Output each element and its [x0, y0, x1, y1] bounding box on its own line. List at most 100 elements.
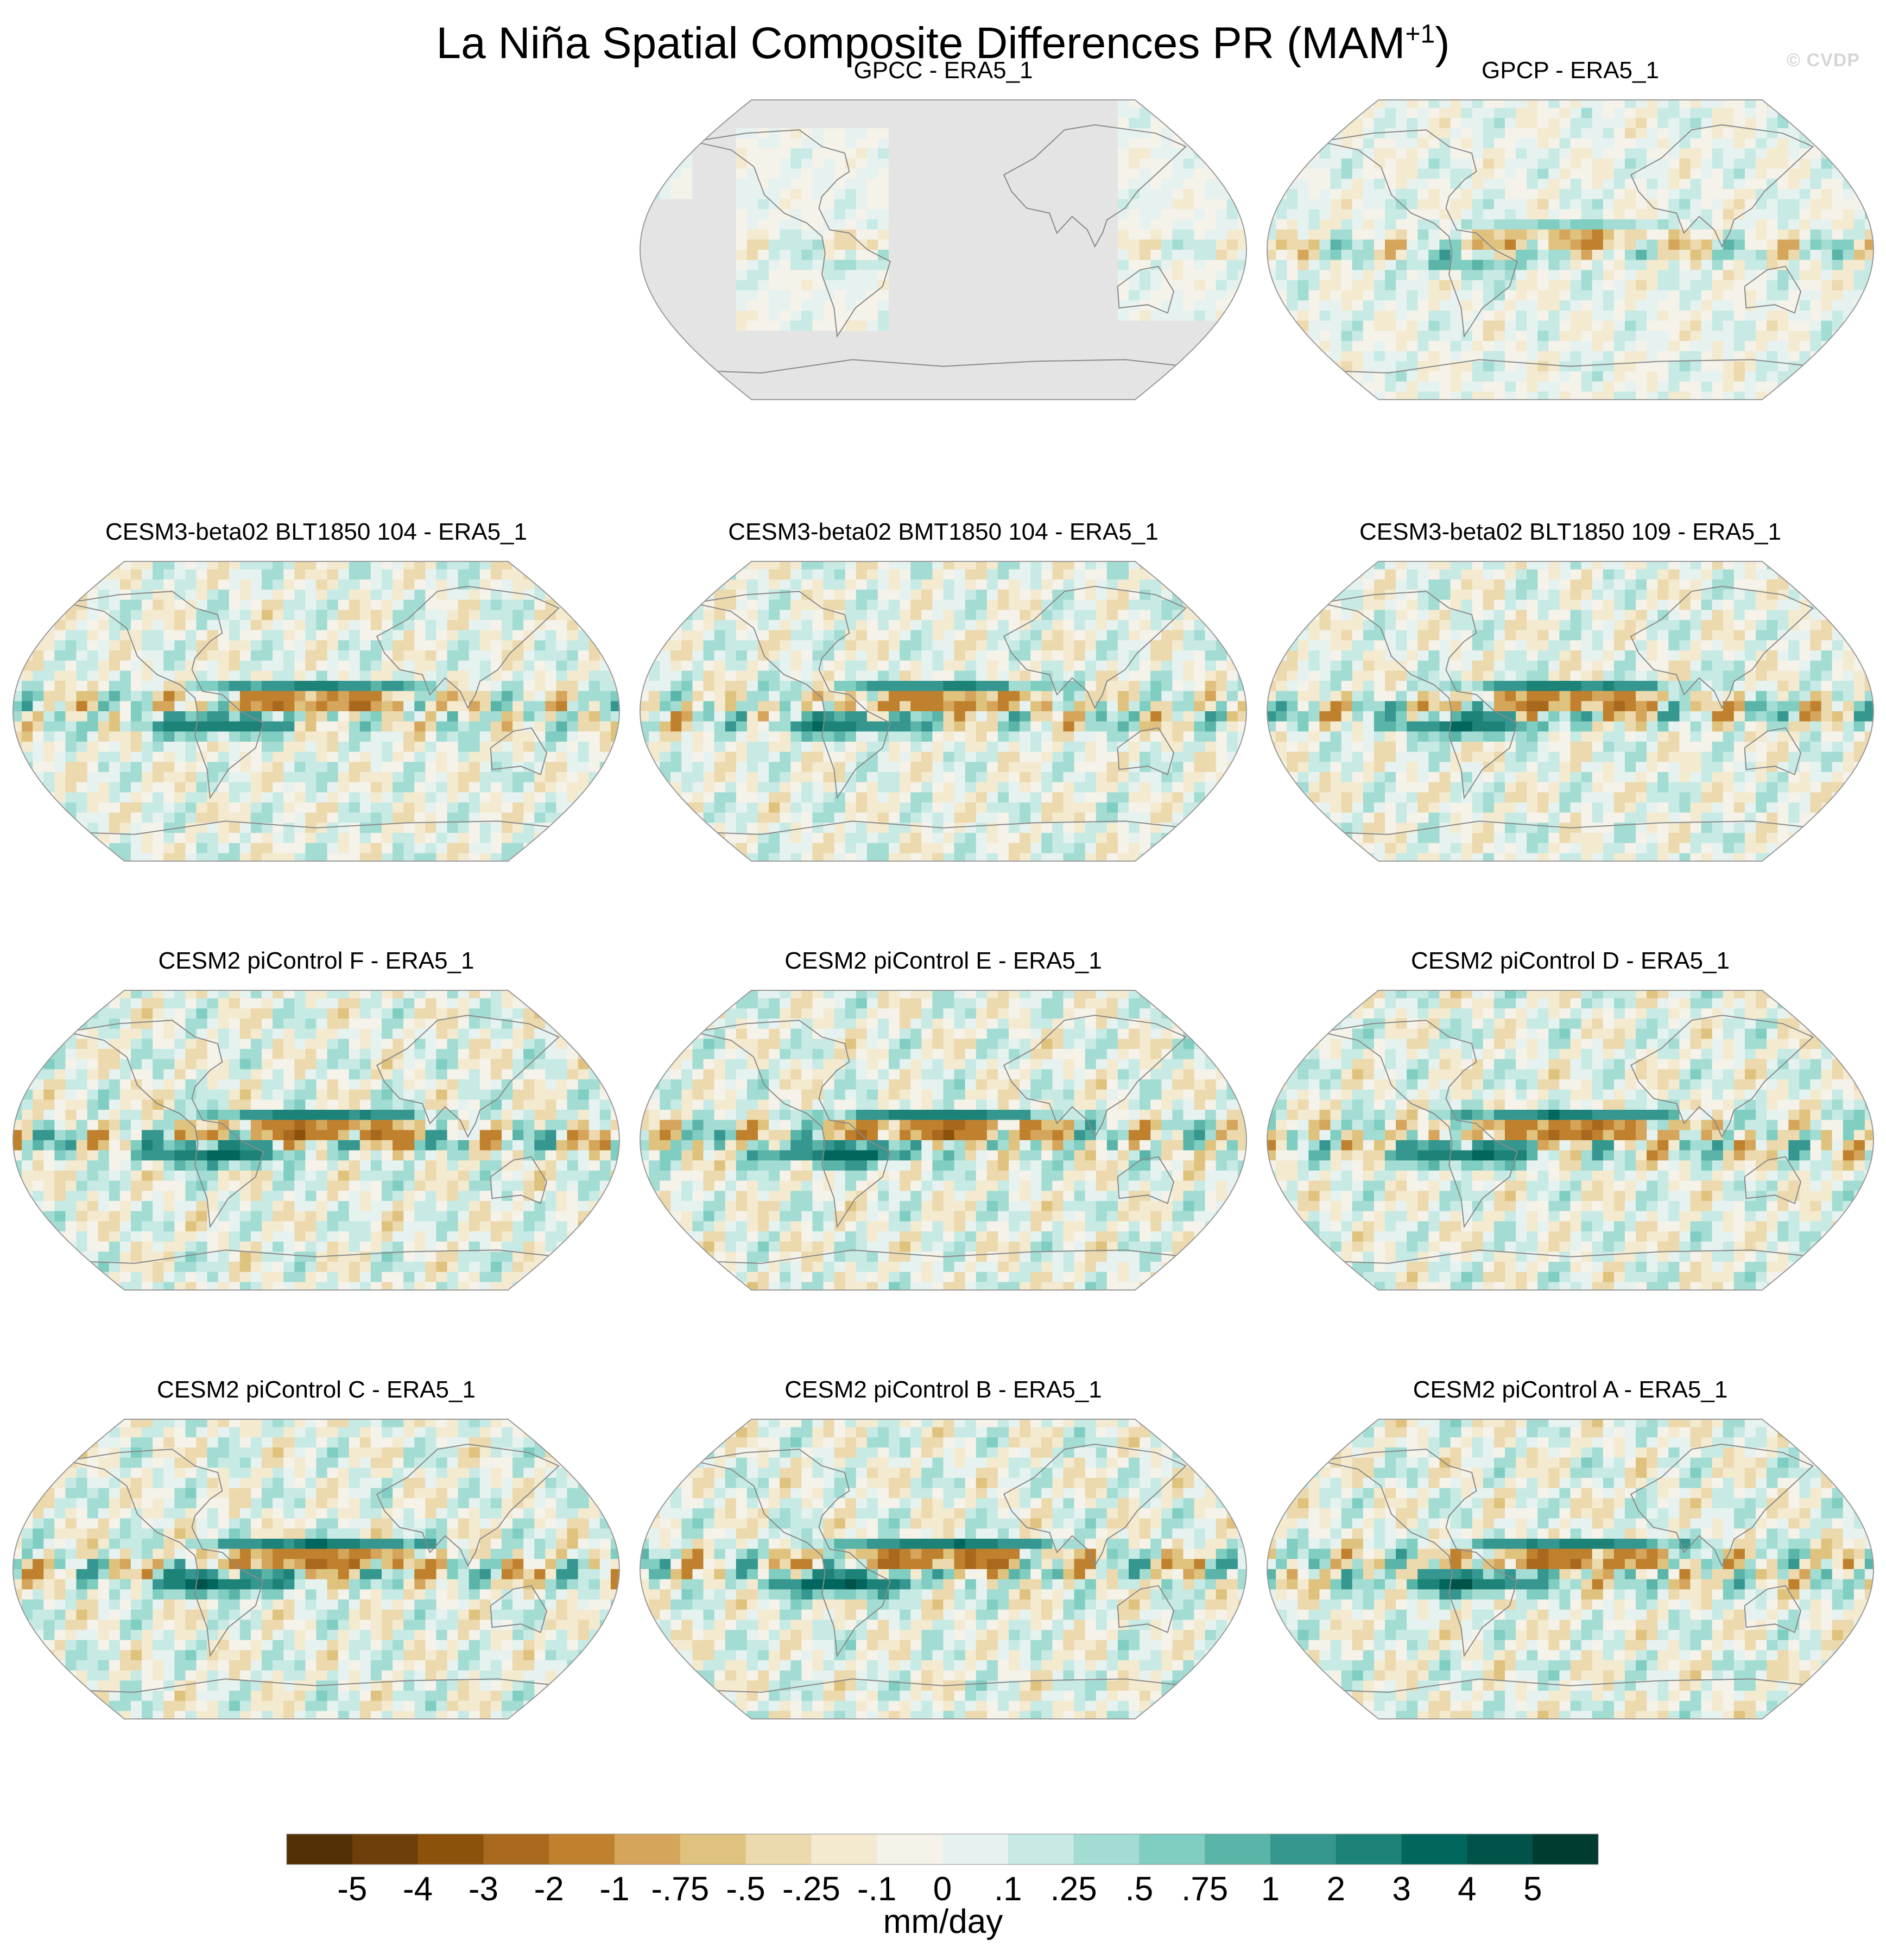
- colorbar-tick-label: -5: [337, 1870, 367, 1908]
- colorbar-tick-label: -3: [469, 1870, 498, 1908]
- panel-title: CESM2 piControl D - ERA5_1: [1411, 947, 1730, 974]
- colorbar-swatch: [1533, 1834, 1599, 1864]
- colorbar-tick-label: -1: [599, 1870, 629, 1908]
- panel-title: CESM2 piControl E - ERA5_1: [784, 947, 1102, 974]
- precip-field: [13, 561, 619, 861]
- precip-field: [1267, 561, 1874, 861]
- map-outline: [1266, 561, 1875, 862]
- colorbar-tick-label: -.25: [782, 1870, 840, 1908]
- coastline: [670, 1015, 1217, 1264]
- page-title: La Niña Spatial Composite Differences PR…: [0, 16, 1886, 71]
- colorbar-swatch: [615, 1834, 681, 1864]
- colorbar-swatch: [811, 1834, 877, 1864]
- colorbar-tick-label: -.75: [651, 1870, 709, 1908]
- map-outline: [639, 99, 1248, 400]
- colorbar-swatch: [1205, 1834, 1271, 1864]
- colorbar-tick-label: -.1: [857, 1870, 896, 1908]
- panel-title: GPCC - ERA5_1: [853, 57, 1033, 84]
- precip-field: [13, 1419, 619, 1719]
- title-superscript: +1: [1405, 20, 1435, 49]
- map-panel: [639, 990, 1248, 1291]
- coastline: [1297, 1444, 1844, 1693]
- precip-field: [640, 990, 1246, 1290]
- map-panel: [12, 990, 621, 1291]
- precip-field: [1267, 990, 1874, 1290]
- map-panel: [12, 1419, 621, 1719]
- panel-title: CESM2 piControl C - ERA5_1: [157, 1376, 476, 1403]
- colorbar-tick-label: -4: [403, 1870, 433, 1908]
- colorbar-swatch: [1139, 1834, 1205, 1864]
- map-outline: [639, 561, 1248, 862]
- panel-title: CESM3-beta02 BMT1850 104 - ERA5_1: [728, 519, 1159, 545]
- colorbar-swatch: [745, 1834, 812, 1864]
- colorbar-swatch: [877, 1834, 943, 1864]
- precip-field: [1267, 100, 1874, 400]
- colorbar-tick-label: -.5: [726, 1870, 765, 1908]
- coastline: [1297, 1015, 1844, 1264]
- precip-field: [1267, 1419, 1874, 1719]
- map-outline: [12, 1419, 621, 1719]
- colorbar-swatch: [1467, 1834, 1533, 1864]
- coastline: [670, 1444, 1217, 1693]
- panel-title: CESM2 piControl A - ERA5_1: [1413, 1376, 1728, 1403]
- map-outline: [12, 990, 621, 1291]
- panel-title: CESM3-beta02 BLT1850 109 - ERA5_1: [1359, 519, 1781, 545]
- colorbar-swatch: [549, 1834, 615, 1864]
- map-panel: [1266, 561, 1875, 862]
- map-panel: [639, 561, 1248, 862]
- colorbar-tick-label: 5: [1523, 1870, 1542, 1908]
- map-outline: [1266, 99, 1875, 400]
- precip-field: [640, 561, 1246, 861]
- colorbar-tick-label: 3: [1392, 1870, 1410, 1908]
- colorbar-tick-label: 2: [1327, 1870, 1345, 1908]
- colorbar-swatch: [1008, 1834, 1074, 1864]
- coastline: [43, 1015, 590, 1264]
- map-panel: [12, 561, 621, 862]
- colorbar-swatch: [1336, 1834, 1402, 1864]
- panel-title: CESM3-beta02 BLT1850 104 - ERA5_1: [105, 519, 527, 545]
- colorbar-tick-label: -2: [534, 1870, 564, 1908]
- coastline: [43, 1444, 590, 1693]
- panel-title: CESM2 piControl F - ERA5_1: [158, 947, 474, 974]
- colorbar-tick-label: .5: [1125, 1870, 1154, 1908]
- colorbar-swatch: [287, 1834, 353, 1864]
- colorbar-swatch: [417, 1834, 484, 1864]
- colorbar-swatch: [680, 1834, 746, 1864]
- precip-field: [640, 100, 1246, 400]
- map-outline: [639, 1419, 1248, 1719]
- colorbar-tick-label: 4: [1458, 1870, 1476, 1908]
- map-panel: [1266, 990, 1875, 1291]
- map-outline: [1266, 1419, 1875, 1719]
- coastline: [670, 586, 1217, 835]
- colorbar-swatch: [1401, 1834, 1467, 1864]
- panel-title: GPCP - ERA5_1: [1482, 57, 1659, 84]
- colorbar-tick-label: .1: [994, 1870, 1022, 1908]
- coastline: [43, 586, 590, 835]
- cvdp-watermark: © CVDP: [1787, 50, 1860, 71]
- colorbar-swatch: [942, 1834, 1009, 1864]
- colorbar-frame: [286, 1833, 1599, 1865]
- panel-title: CESM2 piControl B - ERA5_1: [784, 1376, 1102, 1403]
- colorbar-swatch: [1073, 1834, 1140, 1864]
- precip-field: [13, 990, 619, 1290]
- map-outline: [1266, 990, 1875, 1291]
- map-outline: [639, 990, 1248, 1291]
- map-outline: [12, 561, 621, 862]
- colorbar-swatch: [483, 1834, 549, 1864]
- colorbar-tick-label: 0: [933, 1870, 952, 1908]
- colorbar-swatch: [352, 1834, 419, 1864]
- coastline: [670, 124, 1217, 374]
- coastline: [1297, 124, 1844, 374]
- colorbar-tick-label: .75: [1181, 1870, 1228, 1908]
- map-panel: [639, 1419, 1248, 1719]
- title-main-text: La Niña Spatial Composite Differences PR…: [436, 18, 1406, 68]
- colorbar-tick-label: .25: [1050, 1870, 1097, 1908]
- colorbar-swatch: [1270, 1834, 1337, 1864]
- coastline: [1297, 586, 1844, 835]
- title-close-paren: ): [1435, 18, 1450, 68]
- map-panel: [1266, 99, 1875, 400]
- precip-field: [640, 1419, 1246, 1719]
- map-panel: [639, 99, 1248, 400]
- map-panel: [1266, 1419, 1875, 1719]
- colorbar-tick-label: 1: [1261, 1870, 1280, 1908]
